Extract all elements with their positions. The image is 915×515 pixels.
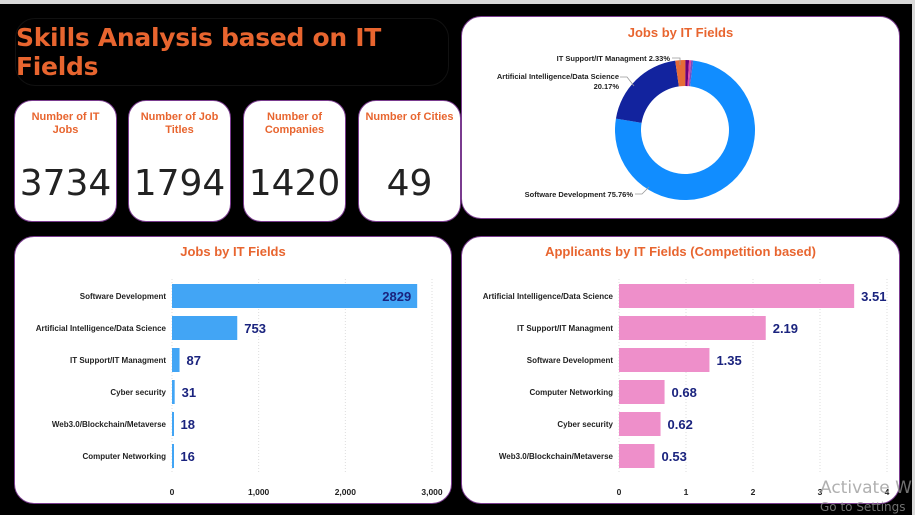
kpi-value: 3734 [19,163,112,204]
data-label: 1.35 [716,353,741,368]
bar[interactable] [172,316,238,340]
data-label: 3.51 [861,289,886,304]
applicants-bar-chart-title: Applicants by IT Fields (Competition bas… [545,244,816,259]
kpi-value: 1420 [248,163,341,204]
activation-watermark-sub: Go to Settings [820,500,906,514]
category-label: Artificial Intelligence/Data Science [483,292,614,301]
donut-slice[interactable] [685,60,690,87]
kpi-label: Number of Job Titles [140,111,219,136]
donut-slice[interactable] [615,60,679,123]
x-tick-label: 1,000 [248,487,270,497]
x-tick-label: 2 [751,487,756,497]
activation-watermark: Activate W [820,478,912,498]
x-tick-label: 2,000 [335,487,357,497]
leader-line [672,57,681,65]
data-label: 16 [180,449,194,464]
bar[interactable] [172,412,174,436]
category-label: Cyber security [557,420,613,429]
bar[interactable] [619,284,855,308]
data-label: 31 [182,385,196,400]
x-tick-label: 0 [170,487,175,497]
data-label: 18 [181,417,195,432]
jobs-bar-chart-panel[interactable]: Jobs by IT Fields 0 1,000 2,000 3,000 Softwa… [14,236,452,504]
x-tick-label: 0 [617,487,622,497]
kpi-value: 1794 [133,163,226,204]
jobs-bar-chart[interactable]: 0 1,000 2,000 3,000 Software Development 2829… [15,237,453,505]
x-tick-label: 3,000 [421,487,443,497]
bar[interactable] [619,380,665,404]
bar[interactable] [619,316,766,340]
x-tick-label: 3 [818,487,823,497]
x-tick-label: 1 [684,487,689,497]
bar[interactable] [172,348,180,372]
bar[interactable] [619,444,655,468]
applicants-bar-chart[interactable]: 0 1 2 3 4 Artificial Intelligence/Data Scienc… [462,237,901,505]
kpi-label: Number of Companies [264,111,325,136]
donut-slice[interactable] [675,60,686,87]
category-label: Cyber security [110,388,166,397]
category-label: Computer Networking [529,388,613,397]
bar[interactable] [172,380,175,404]
category-label: Computer Networking [82,452,166,461]
donut-label-software-dev: Software Development 75.76% [525,190,634,199]
data-label: 87 [187,353,201,368]
bar[interactable] [172,284,418,308]
applicants-bar-chart-panel[interactable]: Applicants by IT Fields (Competition bas… [461,236,900,504]
category-label: Software Development [80,292,167,301]
leader-line [620,76,635,87]
jobs-bar-chart-title: Jobs by IT Fields [180,244,286,259]
donut-label-ai-pct: 20.17% [594,82,620,91]
bar[interactable] [619,412,661,436]
kpi-label: Number of IT Jobs [31,111,100,136]
kpi-value: 49 [386,163,433,204]
data-label: 2.19 [773,321,798,336]
dashboard-canvas: Skills Analysis based on IT Fields Numbe… [0,4,912,515]
donut-slice[interactable] [688,60,694,87]
title-card: Skills Analysis based on IT Fields [15,18,449,86]
dashboard-title: Skills Analysis based on IT Fields [16,23,381,81]
donut-label-ai-name: Artificial Intelligence/Data Science [497,72,619,81]
kpi-card-companies[interactable]: Number of Companies 1420 [243,100,346,222]
donut-chart-panel[interactable]: Jobs by IT Fields IT Support/IT Managmen… [461,16,900,219]
donut-chart[interactable]: IT Support/IT Managment 2.33% Artificial … [462,17,901,220]
x-tick-label: 4 [885,487,890,497]
data-label: 0.68 [672,385,697,400]
donut-slice[interactable] [687,60,692,87]
category-label: Software Development [527,356,614,365]
category-label: IT Support/IT Managment [517,324,613,333]
kpi-card-cities[interactable]: Number of Cities 49 [358,100,461,222]
data-label: 0.62 [668,417,693,432]
category-label: IT Support/IT Managment [70,356,166,365]
category-label: Web3.0/Blockchain/Metaverse [499,452,614,461]
donut-chart-title: Jobs by IT Fields [627,25,734,40]
kpi-label: Number of Cities [365,111,454,123]
bar[interactable] [619,348,710,372]
category-label: Web3.0/Blockchain/Metaverse [52,420,167,429]
donut-slice[interactable] [615,60,755,200]
leader-line [635,186,650,195]
kpi-card-it-jobs[interactable]: Number of IT Jobs 3734 [14,100,117,222]
data-label: 753 [244,321,266,336]
donut-label-it-support: IT Support/IT Managment 2.33% [557,54,671,63]
bar[interactable] [172,444,174,468]
kpi-card-job-titles[interactable]: Number of Job Titles 1794 [128,100,231,222]
data-label: 0.53 [662,449,687,464]
category-label: Artificial Intelligence/Data Science [36,324,167,333]
data-label: 2829 [382,289,411,304]
